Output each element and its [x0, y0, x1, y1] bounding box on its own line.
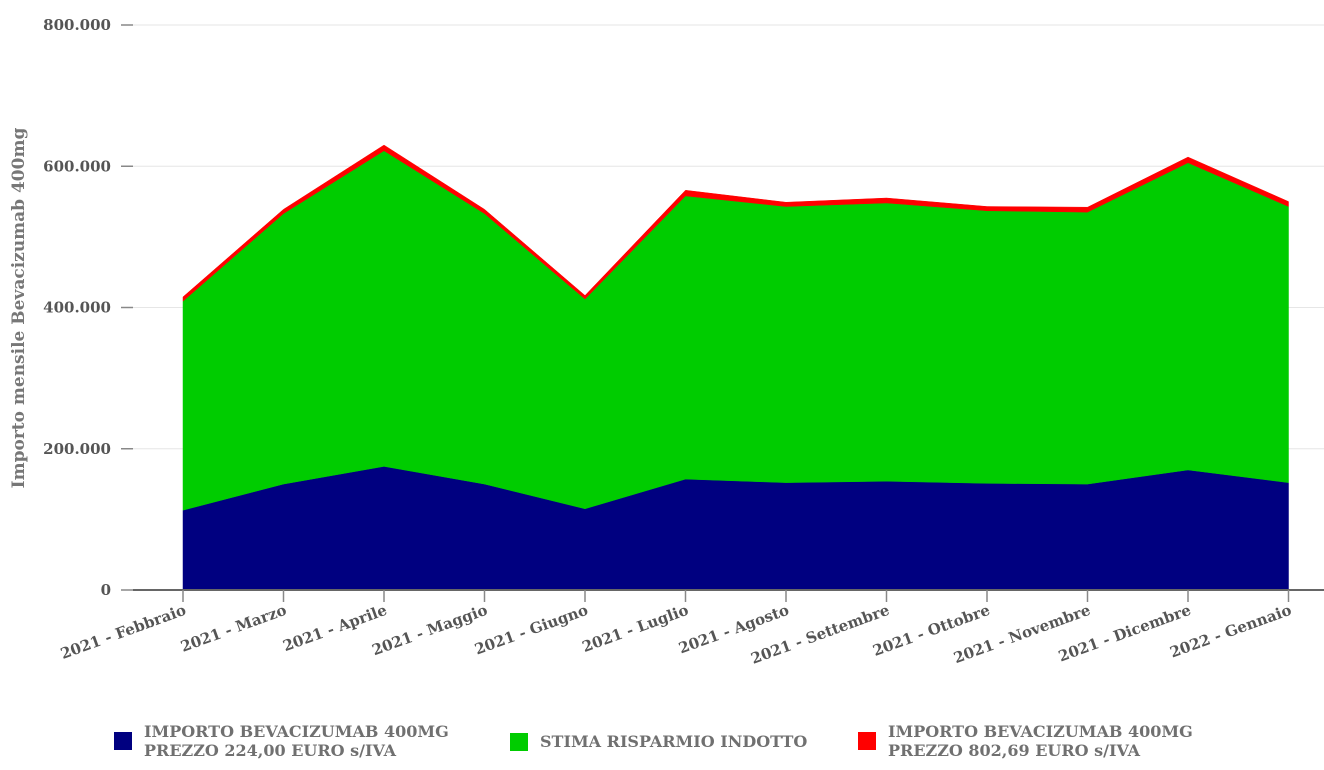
legend-label-line: STIMA RISPARMIO INDOTTO — [540, 732, 808, 751]
y-tick-label: 800.000 — [43, 16, 111, 34]
area-series-1 — [182, 466, 1289, 591]
legend-item-series-2[interactable]: STIMA RISPARMIO INDOTTO — [510, 732, 870, 751]
x-tick-label: 2021 - Maggio — [370, 601, 490, 659]
x-tick-label: 2021 - Giugno — [472, 601, 590, 659]
legend-label-line: IMPORTO BEVACIZUMAB 400MG — [888, 722, 1193, 741]
legend-label-line: PREZZO 802,69 EURO s/IVA — [888, 741, 1141, 760]
legend-swatch-series-1 — [114, 732, 132, 750]
y-tick-label: 200.000 — [43, 440, 111, 458]
legend-item-series-1[interactable]: IMPORTO BEVACIZUMAB 400MG PREZZO 224,00 … — [114, 722, 474, 760]
area-series-2 — [182, 150, 1289, 511]
legend-swatch-series-2 — [510, 732, 528, 751]
area-series — [182, 144, 1289, 591]
x-tick-label: 2021 - Febbraio — [58, 601, 188, 663]
area-series-3 — [182, 144, 1289, 302]
y-tick-label: 0 — [101, 581, 111, 599]
legend-label-series-1: IMPORTO BEVACIZUMAB 400MG PREZZO 224,00 … — [144, 722, 474, 760]
y-axis-title: Importo mensile Bevacizumab 400mg — [9, 128, 29, 489]
legend-label-series-3: IMPORTO BEVACIZUMAB 400MG PREZZO 802,69 … — [888, 722, 1218, 760]
y-axis: 0 200.000 400.000 600.000 800.000 — [43, 16, 133, 599]
legend-label-series-2: STIMA RISPARMIO INDOTTO — [540, 732, 870, 751]
legend-label-line: IMPORTO BEVACIZUMAB 400MG — [144, 722, 449, 741]
x-tick-label: 2021 - Luglio — [580, 601, 691, 656]
legend-swatch-series-3 — [858, 732, 876, 750]
legend: IMPORTO BEVACIZUMAB 400MG PREZZO 224,00 … — [0, 722, 1324, 768]
y-tick-label: 400.000 — [43, 299, 111, 317]
legend-label-line: PREZZO 224,00 EURO s/IVA — [144, 741, 397, 760]
y-tick-label: 600.000 — [43, 157, 111, 175]
legend-item-series-3[interactable]: IMPORTO BEVACIZUMAB 400MG PREZZO 802,69 … — [858, 722, 1218, 760]
x-tick-label: 2021 - Marzo — [178, 601, 289, 656]
